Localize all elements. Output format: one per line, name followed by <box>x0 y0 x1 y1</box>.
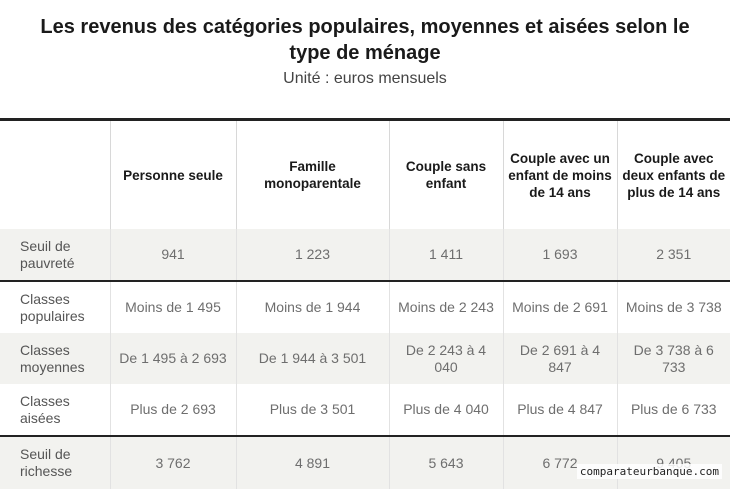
row-header: Classes populaires <box>0 280 110 333</box>
column-header: Couple sans enfant <box>388 118 503 229</box>
table-row: Classes moyennes De 1 495 à 2 693 De 1 9… <box>0 333 730 384</box>
header: Les revenus des catégories populaires, m… <box>0 14 730 89</box>
table-cell: Plus de 6 733 <box>616 384 730 436</box>
table-cell: 1 411 <box>388 229 503 281</box>
table-cell: De 3 738 à 6 733 <box>616 333 730 384</box>
table-cell: De 1 495 à 2 693 <box>109 333 236 384</box>
table-header-row: Personne seule Famille monoparentale Cou… <box>0 118 730 229</box>
table-cell: 3 762 <box>109 435 236 489</box>
table-cell: 9 405 <box>616 435 730 489</box>
table-row: Seuil de richesse 3 762 4 891 5 643 6 77… <box>0 435 730 489</box>
table-cell: 1 223 <box>235 229 389 281</box>
table-cell: Moins de 1 495 <box>109 280 236 333</box>
table-cell: 941 <box>109 229 236 281</box>
column-header: Personne seule <box>109 118 236 229</box>
table-cell: 1 693 <box>502 229 617 281</box>
table-cell: 6 772 <box>502 435 617 489</box>
column-header: Famille monoparentale <box>235 118 389 229</box>
table-row: Classes aisées Plus de 2 693 Plus de 3 5… <box>0 384 730 436</box>
table-cell: Moins de 2 691 <box>502 280 617 333</box>
income-table: Personne seule Famille monoparentale Cou… <box>0 118 730 489</box>
column-header: Couple avec un enfant de moins de 14 ans <box>502 118 617 229</box>
column-header: Couple avec deux enfants de plus de 14 a… <box>616 118 730 229</box>
watermark: comparateurbanque.com <box>576 464 722 479</box>
table-cell: De 2 691 à 4 847 <box>502 333 617 384</box>
table-cell: 5 643 <box>388 435 503 489</box>
page-subtitle: Unité : euros mensuels <box>283 70 447 87</box>
table-row: Seuil de pauvreté 941 1 223 1 411 1 693 … <box>0 229 730 281</box>
table-cell: Moins de 2 243 <box>388 280 503 333</box>
table-cell: Moins de 1 944 <box>235 280 389 333</box>
row-header: Classes moyennes <box>0 333 110 384</box>
table-cell: 4 891 <box>235 435 389 489</box>
table-cell: 2 351 <box>616 229 730 281</box>
table-cell: De 1 944 à 3 501 <box>235 333 389 384</box>
table-cell: Plus de 4 847 <box>502 384 617 436</box>
row-header: Seuil de pauvreté <box>0 229 110 281</box>
row-header: Classes aisées <box>20 392 70 426</box>
table-cell: Plus de 2 693 <box>109 384 236 436</box>
table-cell: Plus de 3 501 <box>235 384 389 436</box>
table-row: Classes populaires Moins de 1 495 Moins … <box>0 280 730 333</box>
table-cell: De 2 243 à 4 040 <box>388 333 503 384</box>
table-cell: Moins de 3 738 <box>616 280 730 333</box>
table-cell: Plus de 4 040 <box>388 384 503 436</box>
column-header-corner <box>0 118 110 229</box>
row-header: Seuil de richesse <box>0 435 110 489</box>
page-title: Les revenus des catégories populaires, m… <box>40 16 690 64</box>
